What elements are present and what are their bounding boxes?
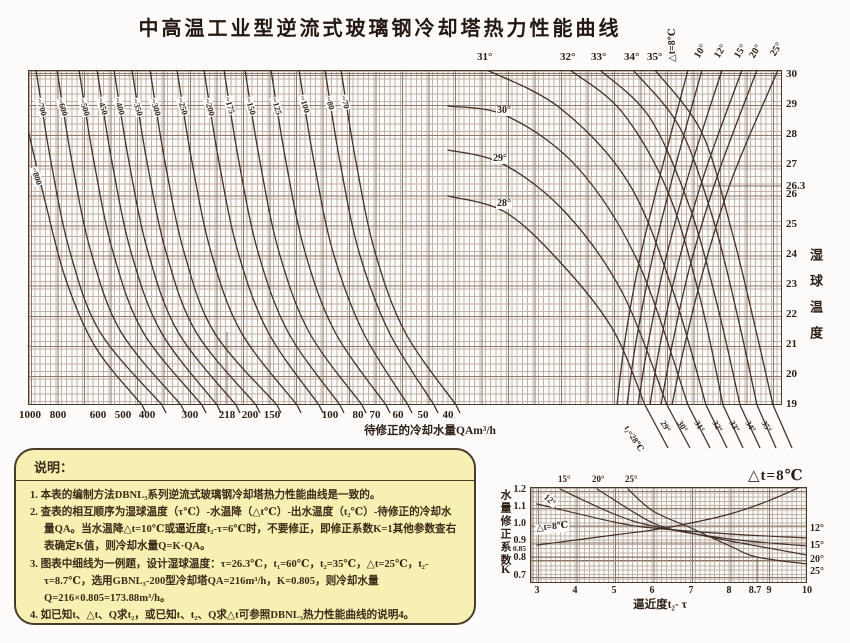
- tower-capacity-curves: [176, 70, 298, 405]
- tower-capacity-curves-tail: [276, 404, 282, 414]
- correction-factor-curves: [559, 488, 807, 547]
- outlet-water-temperature-curves-tail: [644, 404, 669, 449]
- outlet-water-temperature-curves: [447, 149, 668, 405]
- note-item-1: 1. 本表的编制方法DBNL₃系列逆流式玻璃钢冷却塔热力性能曲线是一致的。: [30, 490, 381, 501]
- outlet-water-temperature-curves: [654, 70, 774, 405]
- outlet-water-temperature-curves: [632, 70, 758, 405]
- note-item-3: 3. 图表中细线为一例题，设计湿球温度：τ=26.3℃，t₁=60℃，t₂=35…: [30, 558, 429, 604]
- tower-capacity-curves-tail: [339, 404, 345, 414]
- correction-x-axis-title: 逼近度t₂- τ: [633, 599, 687, 611]
- outlet-water-temperature-curves-tail: [666, 404, 691, 449]
- outlet-water-temperature-curves-tail: [756, 404, 777, 449]
- outlet-water-temperature-curves: [599, 70, 741, 405]
- tower-capacity-curves: [149, 70, 278, 405]
- tower-capacity-curves-tail: [296, 404, 302, 414]
- tower-capacity-curves-tail: [455, 404, 461, 414]
- tower-capacity-curves: [324, 70, 435, 405]
- main-chart-curves: [28, 70, 782, 405]
- tower-capacity-curves: [56, 70, 182, 405]
- tower-capacity-curves: [223, 70, 341, 405]
- correction-chart-curves: [530, 487, 807, 583]
- curve-tails: [141, 404, 793, 449]
- outlet-water-temperature-curves-tail: [739, 404, 761, 449]
- notes-box: 说明： 1. 本表的编制方法DBNL₃系列逆流式玻璃钢冷却塔热力性能曲线是一致的…: [14, 448, 476, 625]
- tower-capacity-curves: [340, 70, 457, 405]
- notes-heading: 说明：: [34, 460, 74, 475]
- outlet-water-temperature-curves-tail: [705, 404, 728, 449]
- water-temperature-drop-curves: [660, 70, 758, 405]
- tower-capacity-curves: [298, 70, 409, 405]
- tower-capacity-curves: [270, 70, 387, 405]
- main-x-axis-title: 待修正的冷却水量QAm³/h: [364, 425, 496, 437]
- tower-capacity-curves-tail: [235, 404, 241, 414]
- correction-factor-curves: [536, 487, 802, 546]
- tower-capacity-curves-tail: [180, 404, 186, 414]
- correction-factor-curves: [596, 488, 807, 556]
- note-item-4: 4. 如已知t、△t、Q求t₂，或已知t、t₂、Q求△t可参照DBNL₃热力性能…: [30, 610, 415, 622]
- tower-capacity-curves-tail: [141, 404, 147, 414]
- tower-capacity-curves-tail: [216, 404, 222, 414]
- outlet-water-temperature-curves-tail: [772, 404, 793, 449]
- water-temperature-drop-curves: [671, 70, 779, 405]
- tower-capacity-curves-tail: [433, 404, 439, 414]
- outlet-water-temperature-curves: [447, 105, 689, 405]
- page-title: 中高温工业型逆流式玻璃钢冷却塔热力性能曲线: [138, 18, 622, 40]
- tower-capacity-curves: [35, 70, 163, 405]
- tower-capacity-curves-tail: [318, 404, 324, 414]
- tower-capacity-curves: [96, 70, 218, 405]
- correction-factor-curves: [627, 488, 807, 565]
- tower-capacity-curves-tail: [201, 404, 207, 414]
- outlet-water-temperature-curves: [486, 70, 707, 405]
- correction-y-axis-unit: K: [501, 562, 511, 576]
- outlet-water-temperature-curves: [447, 195, 646, 405]
- tower-capacity-curves: [78, 70, 203, 405]
- outlet-water-temperature-curves: [569, 70, 724, 405]
- tower-capacity-curves-tail: [385, 404, 391, 414]
- correction-factor-curves: [536, 503, 807, 539]
- tower-capacity-curves: [131, 70, 257, 405]
- tower-capacity-curves-tail: [161, 404, 167, 414]
- water-temperature-drop-curves: [637, 70, 723, 405]
- tower-capacity-curves: [203, 70, 320, 405]
- tower-capacity-curves-tail: [407, 404, 413, 414]
- notes-divider: [16, 480, 474, 481]
- water-temperature-drop-curves: [626, 70, 703, 405]
- notes-list: 1. 本表的编制方法DBNL₃系列逆流式玻璃钢冷却塔热力性能曲线是一致的。 2.…: [16, 481, 474, 623]
- tower-capacity-curves: [113, 70, 237, 405]
- water-temperature-drop-curves: [649, 70, 743, 405]
- outlet-water-temperature-curves-tail: [722, 404, 744, 449]
- tower-capacity-curves-tail: [255, 404, 261, 414]
- wet-bulb-temperature-axis-title: 湿球温度: [808, 248, 823, 352]
- water-temperature-drop-curves: [616, 70, 689, 405]
- correction-y-axis-title: 水量修正系数: [499, 489, 511, 567]
- tower-capacity-curves-tail: [361, 404, 367, 414]
- tower-capacity-curves: [244, 70, 363, 405]
- note-item-2: 2. 查表的相互顺序为湿球温度（τ℃）-水温降（△t℃）-出水温度（t₂℃）-待…: [30, 507, 457, 553]
- outlet-water-temperature-curves-tail: [687, 404, 711, 449]
- correction-chart-dt-label: △t=8℃: [748, 468, 804, 484]
